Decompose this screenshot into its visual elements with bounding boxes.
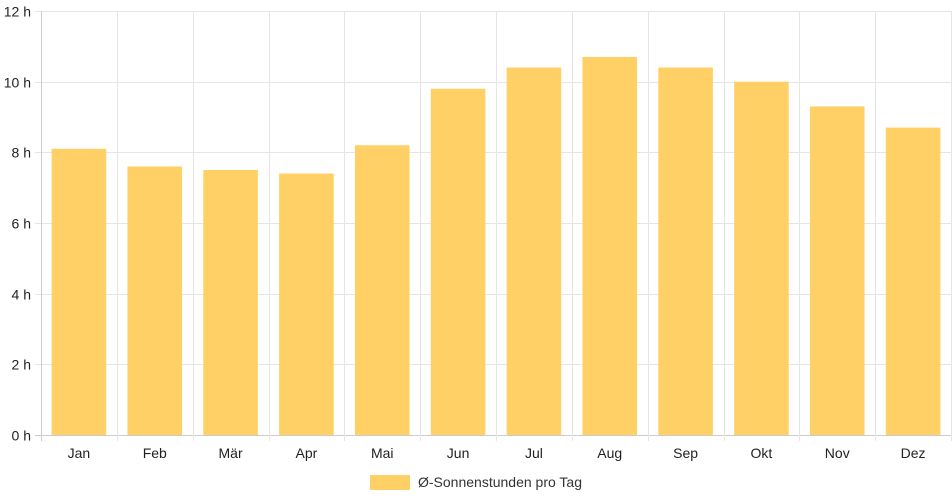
legend-label[interactable]: Ø-Sonnenstunden pro Tag: [418, 474, 582, 490]
bar-sep[interactable]: [658, 67, 713, 436]
x-tick-label: Aug: [597, 445, 622, 461]
bar-mär[interactable]: [203, 170, 258, 435]
bar-apr[interactable]: [279, 173, 334, 436]
legend-swatch[interactable]: [370, 475, 410, 490]
x-tick-label: Apr: [296, 445, 318, 461]
bar-jan[interactable]: [51, 148, 107, 436]
bar-jun[interactable]: [430, 88, 486, 435]
bar-okt[interactable]: [734, 81, 789, 436]
x-tick-label: Jun: [447, 445, 470, 461]
x-tick-label: Feb: [143, 445, 167, 461]
x-tick-label: Dez: [901, 445, 926, 461]
y-tick-label: 12 h: [4, 4, 31, 20]
y-tick-label: 6 h: [12, 216, 31, 232]
y-tick-label: 4 h: [12, 287, 31, 303]
legend[interactable]: Ø-Sonnenstunden pro Tag: [370, 474, 582, 490]
x-tick-label: Jul: [525, 445, 543, 461]
x-tick-label: Mär: [219, 445, 243, 461]
x-tick-label: Sep: [673, 445, 698, 461]
bar-mai[interactable]: [354, 145, 410, 435]
y-tick-label: 2 h: [12, 357, 31, 373]
x-tick-label: Nov: [825, 445, 850, 461]
x-tick-label: Jan: [68, 445, 91, 461]
x-tick-labels: Jan Feb Mär Apr Mai Jun Jul Aug Sep Okt Nov Dez: [68, 445, 926, 461]
grid-lines: [35, 11, 952, 441]
bar-dez[interactable]: [885, 127, 941, 435]
bar-jul[interactable]: [506, 67, 562, 436]
y-tick-label: 0 h: [12, 428, 31, 444]
bars: [51, 56, 941, 436]
y-tick-labels: 0 h 2 h 4 h 6 h 8 h 10 h 12 h: [4, 4, 31, 444]
bar-aug[interactable]: [582, 56, 638, 435]
y-tick-label: 8 h: [12, 145, 31, 161]
y-tick-label: 10 h: [4, 75, 31, 91]
bar-nov[interactable]: [809, 106, 865, 436]
x-tick-label: Mai: [371, 445, 394, 461]
x-tick-label: Okt: [751, 445, 773, 461]
bar-feb[interactable]: [127, 166, 183, 435]
